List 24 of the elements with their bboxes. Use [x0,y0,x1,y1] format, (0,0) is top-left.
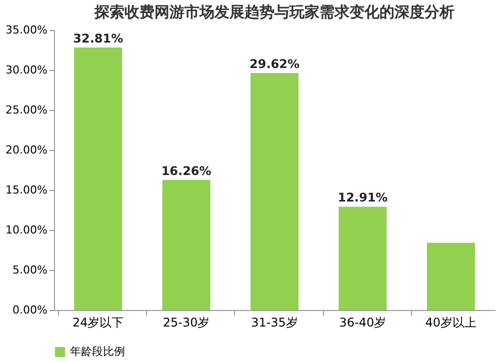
bar [338,206,387,310]
x-tick-label: 31-35岁 [251,316,298,330]
bar [162,180,210,310]
y-tick-label: 20.00% [6,144,48,156]
x-tick-label: 36-40岁 [339,316,386,330]
bar [250,73,298,310]
data-label: 16.26% [161,164,212,178]
data-label: 32.81% [73,32,124,46]
y-tick-label: 0.00% [12,304,48,316]
bar [74,48,122,310]
y-tick-label: 30.00% [6,64,48,76]
x-tick-label: 40岁以上 [425,316,477,330]
y-tick-label: 35.00% [6,24,48,36]
y-tick-label: 5.00% [12,264,48,276]
x-tick-label: 25-30岁 [162,316,210,330]
legend-label: 年龄段比例 [70,345,125,358]
y-tick-label: 15.00% [6,184,48,196]
chart-title: 探索收费网游市场发展趋势与玩家需求变化的深度分析 [94,3,454,21]
data-label: 29.62% [250,57,300,72]
bar [426,242,475,310]
x-tick-label: 24岁以下 [72,316,124,330]
data-label: 12.91% [338,190,388,205]
y-tick-label: 25.00% [6,104,48,116]
y-tick-label: 10.00% [6,224,48,236]
